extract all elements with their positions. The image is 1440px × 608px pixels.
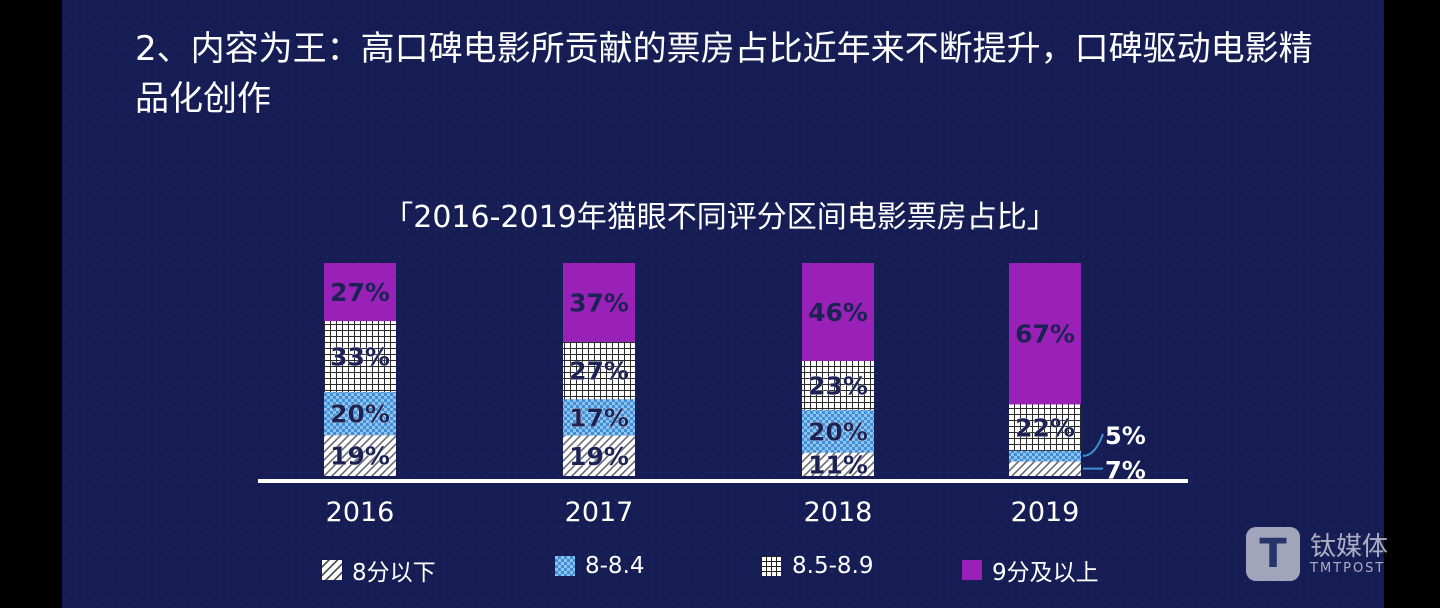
watermark-name: 钛媒体 bbox=[1310, 531, 1389, 562]
data-label-2018-s3: 46% bbox=[808, 298, 868, 327]
data-label-2017-s1: 17% bbox=[569, 403, 629, 432]
bar-segment-2019-s2 bbox=[1009, 404, 1081, 451]
small-segment-labels: 7%5% bbox=[1082, 422, 1146, 485]
data-label-2016-s3: 27% bbox=[330, 278, 390, 307]
x-tick-label-2019: 2019 bbox=[1011, 497, 1080, 528]
watermark: T 钛媒体 TMTPOST bbox=[1246, 527, 1388, 581]
legend-swatch-9 bbox=[962, 560, 982, 580]
data-label-2019-s1: 5% bbox=[1105, 422, 1146, 450]
x-tick-labels: 2016 2017 2018 2019 bbox=[326, 497, 1080, 528]
legend-label-8-5-8-9: 8.5-8.9 bbox=[792, 553, 874, 579]
data-label-2017-s2: 27% bbox=[569, 357, 629, 386]
bar-segment-2018-s2 bbox=[802, 360, 874, 410]
bar-segment-2016-s3 bbox=[324, 263, 396, 322]
label-connector-2019-s1 bbox=[1082, 433, 1104, 457]
legend-label-8-8-4: 8-8.4 bbox=[585, 553, 645, 579]
data-label-2018-s2: 23% bbox=[808, 371, 868, 400]
x-tick-label-2017: 2017 bbox=[565, 497, 634, 528]
bar-segment-2017-s0 bbox=[563, 435, 635, 476]
data-label-2019-s0: 7% bbox=[1105, 457, 1146, 485]
bar-segment-2016-s2 bbox=[324, 321, 396, 393]
legend-swatch-8 bbox=[322, 560, 342, 580]
bar-segment-2017-s1 bbox=[563, 399, 635, 436]
bar-segment-2017-s3 bbox=[563, 263, 635, 342]
data-label-2017-s3: 37% bbox=[569, 288, 629, 317]
watermark-text: 钛媒体 TMTPOST bbox=[1310, 533, 1388, 576]
data-label-2017-s0: 19% bbox=[569, 442, 629, 471]
infographic-panel bbox=[62, 0, 1384, 608]
bar-segment-2019-s0 bbox=[1009, 461, 1081, 476]
x-tick-label-2018: 2018 bbox=[804, 497, 873, 528]
tmtpost-logo-icon: T bbox=[1246, 527, 1300, 581]
bar-segment-2018-s0 bbox=[802, 452, 874, 476]
bar-segment-2016-s0 bbox=[324, 435, 396, 476]
data-label-2016-s1: 20% bbox=[330, 400, 390, 429]
bar-segment-2016-s1 bbox=[324, 392, 396, 436]
bar-segment-2019-s3 bbox=[1009, 263, 1081, 405]
legend-label-8: 8分以下 bbox=[352, 560, 436, 586]
legend-item-8-8-4: 8-8.4 bbox=[555, 553, 645, 579]
data-label-2016-s2: 33% bbox=[330, 343, 390, 372]
data-label-2019-s3: 67% bbox=[1015, 320, 1075, 349]
chart-legend: 8分以下 8-8.4 8.5-8.9 9分及以上 bbox=[0, 553, 1440, 593]
legend-swatch-8-5-8-9 bbox=[762, 556, 782, 576]
legend-swatch-8-8-4 bbox=[555, 556, 575, 576]
data-label-2019-s2: 22% bbox=[1015, 413, 1075, 442]
legend-label-9: 9分及以上 bbox=[992, 560, 1099, 586]
legend-item-9: 9分及以上 bbox=[962, 553, 1099, 587]
bar-segment-2019-s1 bbox=[1009, 450, 1081, 462]
legend-item-8: 8分以下 bbox=[322, 553, 436, 587]
x-tick-label-2016: 2016 bbox=[326, 497, 395, 528]
data-label-2018-s1: 20% bbox=[808, 417, 868, 446]
chart-title: 「2016-2019年猫眼不同评分区间电影票房占比」 bbox=[383, 200, 1057, 235]
bars-layer: 19% 20% 33% 27% 19% 17% 27% 37% 11% 20% 23% 46% 22% 6… bbox=[324, 263, 1081, 480]
bar-segment-2018-s1 bbox=[802, 409, 874, 453]
legend-item-8-5-8-9: 8.5-8.9 bbox=[762, 553, 873, 579]
bar-segment-2017-s2 bbox=[563, 341, 635, 400]
data-label-2018-s0: 11% bbox=[808, 450, 868, 479]
bar-segment-2018-s3 bbox=[802, 263, 874, 361]
watermark-sub: TMTPOST bbox=[1310, 560, 1386, 576]
data-label-2016-s0: 19% bbox=[330, 442, 390, 471]
section-heading: 2、内容为王：高口碑电影所贡献的票房占比近年来不断提升，口碑驱动电影精品化创作 bbox=[135, 29, 1313, 119]
